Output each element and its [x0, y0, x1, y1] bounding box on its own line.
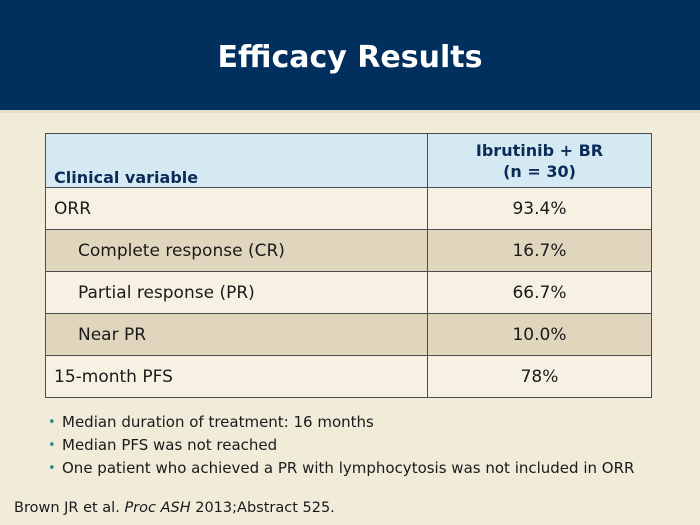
header-divider: [0, 110, 700, 113]
citation-journal: Proc ASH: [124, 500, 191, 516]
row-value: 10.0%: [427, 313, 652, 356]
bullet-item: • One patient who achieved a PR with lym…: [48, 457, 688, 480]
column-header-treatment: Ibrutinib + BR (n = 30): [427, 133, 652, 188]
table-row: Partial response (PR) 66.7%: [45, 271, 652, 314]
bullet-text: Median duration of treatment: 16 months: [62, 413, 374, 431]
row-label: Partial response (PR): [45, 271, 428, 314]
column-header-variable: Clinical variable: [45, 133, 428, 188]
row-value: 66.7%: [427, 271, 652, 314]
bullet-list: • Median duration of treatment: 16 month…: [48, 411, 688, 480]
citation-authors: Brown JR et al.: [14, 500, 120, 516]
treatment-name: Ibrutinib + BR: [475, 140, 604, 160]
bullet-text: One patient who achieved a PR with lymph…: [62, 459, 635, 477]
bullet-text: Median PFS was not reached: [62, 436, 278, 454]
citation: Brown JR et al. Proc ASH 2013;Abstract 5…: [14, 500, 335, 516]
bullet-dot-icon: •: [48, 415, 56, 430]
bullet-dot-icon: •: [48, 438, 56, 453]
slide-title: Efficacy Results: [217, 39, 483, 75]
bullet-item: • Median PFS was not reached: [48, 434, 688, 457]
row-label: Near PR: [45, 313, 428, 356]
row-label: 15-month PFS: [45, 355, 428, 398]
row-label: Complete response (CR): [45, 229, 428, 272]
row-label: ORR: [45, 187, 428, 230]
table-row: Near PR 10.0%: [45, 313, 652, 356]
slide-header: Efficacy Results: [0, 0, 700, 110]
table-row: Complete response (CR) 16.7%: [45, 229, 652, 272]
efficacy-table: Clinical variable Ibrutinib + BR (n = 30…: [45, 133, 652, 398]
citation-details: 2013;Abstract 525.: [195, 500, 335, 516]
bullet-dot-icon: •: [48, 461, 56, 476]
row-value: 78%: [427, 355, 652, 398]
row-value: 16.7%: [427, 229, 652, 272]
table-row: 15-month PFS 78%: [45, 355, 652, 398]
table-header-row: Clinical variable Ibrutinib + BR (n = 30…: [45, 133, 652, 188]
bullet-item: • Median duration of treatment: 16 month…: [48, 411, 688, 434]
row-value: 93.4%: [427, 187, 652, 230]
table-row: ORR 93.4%: [45, 187, 652, 230]
treatment-n: (n = 30): [503, 161, 576, 181]
